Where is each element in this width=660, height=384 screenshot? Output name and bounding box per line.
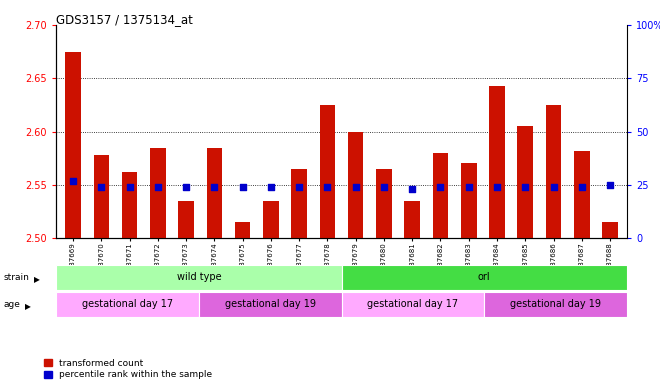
Bar (342, 265, 627, 290)
Point (379, 184, 389, 190)
Bar (319, 105, 335, 238)
Bar (263, 201, 279, 238)
Bar (94, 155, 109, 238)
Text: wild type: wild type (176, 272, 221, 283)
Bar (122, 172, 137, 238)
Text: gestational day 17: gestational day 17 (368, 299, 459, 310)
Bar (603, 222, 618, 238)
Bar (348, 132, 364, 238)
Text: gestational day 19: gestational day 19 (224, 299, 315, 310)
Text: gestational day 19: gestational day 19 (510, 299, 601, 310)
Bar (178, 201, 194, 238)
Point (209, 184, 220, 190)
Point (435, 184, 446, 190)
Bar (291, 169, 307, 238)
Point (576, 184, 587, 190)
Bar (574, 151, 589, 238)
Point (124, 184, 135, 190)
Bar (56, 265, 342, 290)
Point (407, 186, 418, 192)
Point (520, 184, 531, 190)
Bar (461, 164, 477, 238)
Text: orl: orl (478, 272, 490, 283)
Point (294, 184, 304, 190)
Point (605, 182, 615, 188)
Bar (235, 222, 250, 238)
Bar (489, 86, 505, 238)
Bar (342, 292, 484, 317)
Bar (517, 126, 533, 238)
Point (322, 184, 333, 190)
Bar (207, 147, 222, 238)
Point (265, 184, 276, 190)
Bar (405, 201, 420, 238)
Bar (65, 51, 81, 238)
Point (238, 184, 248, 190)
Point (68, 177, 79, 184)
Text: ▶: ▶ (34, 275, 40, 284)
Text: GDS3157 / 1375134_at: GDS3157 / 1375134_at (56, 13, 193, 26)
Point (548, 184, 559, 190)
Point (463, 184, 474, 190)
Text: ▶: ▶ (25, 302, 31, 311)
Bar (433, 153, 448, 238)
Point (181, 184, 191, 190)
Text: gestational day 17: gestational day 17 (82, 299, 173, 310)
Bar (376, 169, 392, 238)
Bar (484, 292, 627, 317)
Bar (546, 105, 561, 238)
Text: age: age (3, 300, 20, 309)
Bar (199, 292, 342, 317)
Legend: transformed count, percentile rank within the sample: transformed count, percentile rank withi… (44, 359, 213, 379)
Bar (56, 292, 199, 317)
Point (152, 184, 163, 190)
Point (350, 184, 361, 190)
Point (96, 184, 107, 190)
Point (492, 184, 502, 190)
Text: strain: strain (3, 273, 29, 282)
Bar (150, 147, 166, 238)
